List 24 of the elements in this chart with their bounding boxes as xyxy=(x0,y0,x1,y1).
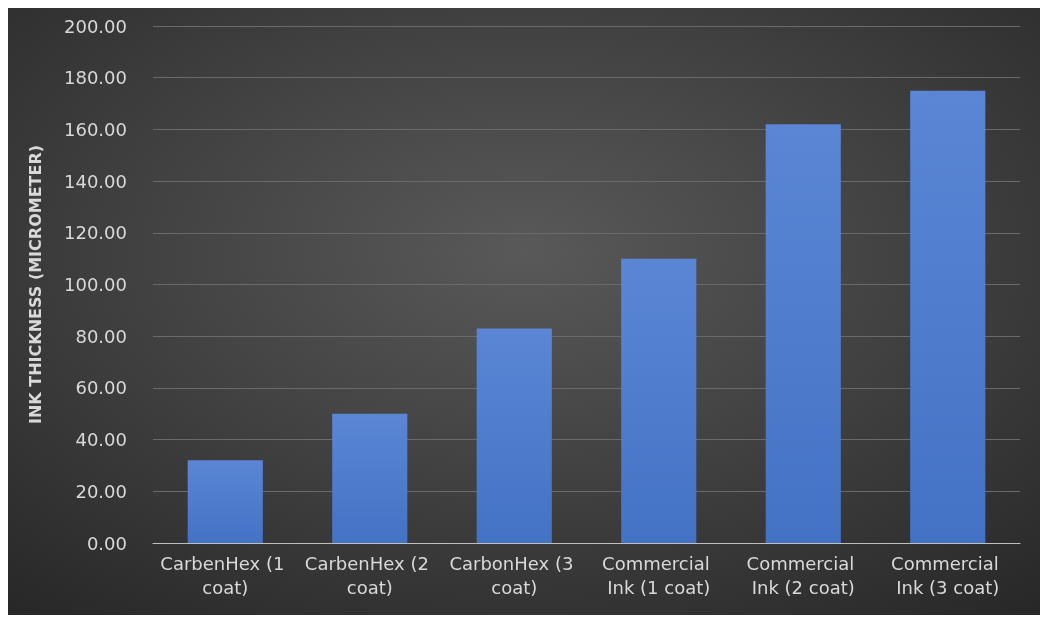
y-axis-title: INK THICKNESS (MICROMETER) xyxy=(25,144,45,425)
bar xyxy=(332,413,408,543)
y-tick-label: 120.00 xyxy=(64,222,127,244)
x-tick-label: CarbonHex (3 coat) xyxy=(449,552,580,598)
y-tick-label: 40.00 xyxy=(75,429,127,451)
y-tick-label: 100.00 xyxy=(64,274,127,295)
bar xyxy=(187,460,263,543)
y-tick-label: 160.00 xyxy=(64,118,127,140)
y-tick-label: 200.00 xyxy=(64,15,127,37)
y-tick-label: 20.00 xyxy=(75,480,127,502)
y-tick-label: 140.00 xyxy=(64,170,127,192)
y-tick-label: 0.00 xyxy=(86,532,127,554)
x-tick-label: CarbenHex (2 coat) xyxy=(304,552,435,598)
bar xyxy=(621,258,697,543)
bar xyxy=(910,90,986,543)
y-tick-label: 80.00 xyxy=(75,325,127,347)
x-tick-label: Commercial Ink (1 coat) xyxy=(602,552,716,598)
x-tick-label: Commercial Ink (3 coat) xyxy=(891,552,1005,598)
y-tick-label: 180.00 xyxy=(64,67,127,89)
bar xyxy=(476,328,552,543)
y-tick-label: 60.00 xyxy=(75,377,127,399)
x-tick-label: CarbenHex (1 coat) xyxy=(160,552,291,598)
bar xyxy=(765,124,841,543)
x-tick-label: Commercial Ink (2 coat) xyxy=(746,552,860,598)
